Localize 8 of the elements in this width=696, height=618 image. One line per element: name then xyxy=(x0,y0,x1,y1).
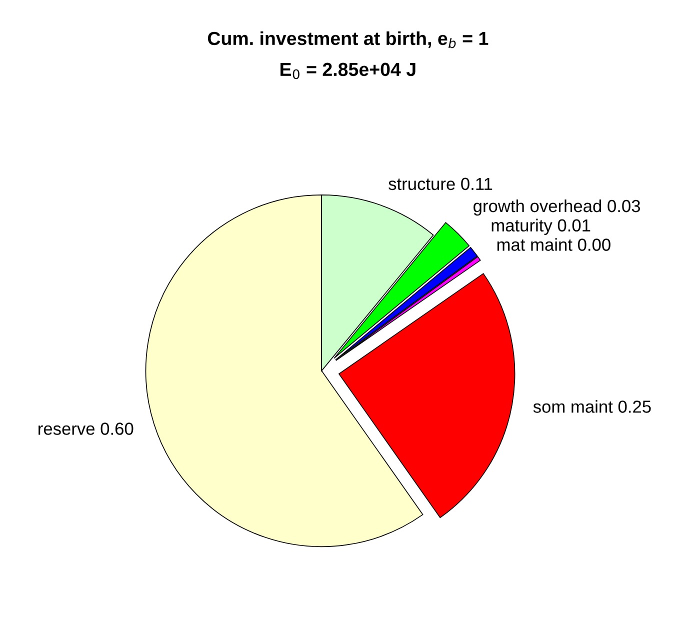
slice-label: structure 0.11 xyxy=(388,178,492,190)
slice-label: reserve 0.60 xyxy=(38,422,134,435)
slice-label: growth overhead 0.03 xyxy=(474,199,640,216)
chart-title: Cum. investment at birth, e$_{b}$ = 1 xyxy=(208,31,488,48)
slice-label: som maint 0.25 xyxy=(533,400,651,413)
chart-subtitle: E$_{0}$ = 2.85e+04 J xyxy=(280,62,416,80)
slice-label: maturity 0.01 xyxy=(492,218,590,235)
slice-label: mat maint 0.00 xyxy=(497,238,610,251)
